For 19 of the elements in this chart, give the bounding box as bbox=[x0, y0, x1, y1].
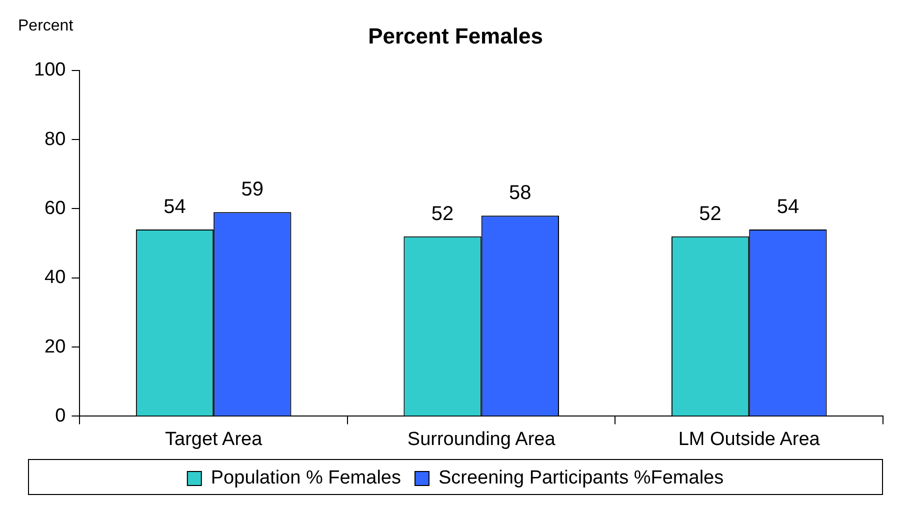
y-tick-label: 20 bbox=[44, 336, 66, 358]
chart-title: Percent Females bbox=[368, 23, 543, 48]
data-label: 58 bbox=[509, 182, 532, 204]
legend-label: Screening Participants %Females bbox=[438, 468, 724, 489]
data-label: 52 bbox=[699, 202, 722, 225]
y-tick-label: 0 bbox=[55, 405, 66, 426]
data-label: 52 bbox=[431, 202, 454, 225]
y-tick-label: 100 bbox=[34, 60, 66, 81]
x-tick-label: LM Outside Area bbox=[678, 428, 820, 450]
data-label: 54 bbox=[164, 196, 186, 218]
legend-label: Population % Females bbox=[210, 468, 401, 489]
x-tick-label: Target Area bbox=[165, 428, 263, 450]
data-label: 54 bbox=[776, 196, 800, 218]
y-tick-label: 60 bbox=[44, 198, 66, 219]
y-axis-title: Percent bbox=[18, 17, 74, 34]
data-label: 59 bbox=[241, 178, 264, 201]
x-tick-label: Surrounding Area bbox=[407, 428, 556, 450]
y-tick-label: 80 bbox=[44, 128, 66, 150]
y-tick-label: 40 bbox=[44, 267, 66, 288]
